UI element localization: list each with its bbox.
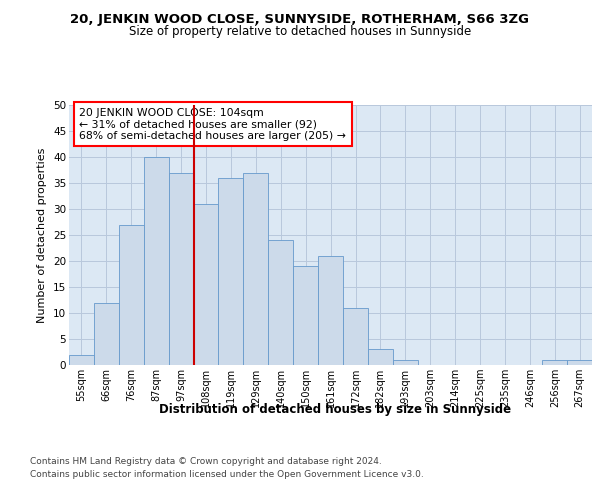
Bar <box>567 360 592 365</box>
Bar <box>268 240 293 365</box>
Bar <box>119 224 144 365</box>
Text: Contains HM Land Registry data © Crown copyright and database right 2024.: Contains HM Land Registry data © Crown c… <box>30 458 382 466</box>
Bar <box>218 178 244 365</box>
Bar <box>343 308 368 365</box>
Bar <box>542 360 567 365</box>
Text: Distribution of detached houses by size in Sunnyside: Distribution of detached houses by size … <box>159 402 511 415</box>
Bar <box>69 354 94 365</box>
Text: Contains public sector information licensed under the Open Government Licence v3: Contains public sector information licen… <box>30 470 424 479</box>
Bar <box>393 360 418 365</box>
Bar <box>144 157 169 365</box>
Bar <box>293 266 318 365</box>
Bar <box>368 350 393 365</box>
Bar <box>194 204 218 365</box>
Bar <box>318 256 343 365</box>
Text: 20, JENKIN WOOD CLOSE, SUNNYSIDE, ROTHERHAM, S66 3ZG: 20, JENKIN WOOD CLOSE, SUNNYSIDE, ROTHER… <box>71 12 530 26</box>
Bar <box>94 302 119 365</box>
Y-axis label: Number of detached properties: Number of detached properties <box>37 148 47 322</box>
Bar <box>169 172 194 365</box>
Text: Size of property relative to detached houses in Sunnyside: Size of property relative to detached ho… <box>129 25 471 38</box>
Text: 20 JENKIN WOOD CLOSE: 104sqm
← 31% of detached houses are smaller (92)
68% of se: 20 JENKIN WOOD CLOSE: 104sqm ← 31% of de… <box>79 108 346 141</box>
Bar <box>244 172 268 365</box>
